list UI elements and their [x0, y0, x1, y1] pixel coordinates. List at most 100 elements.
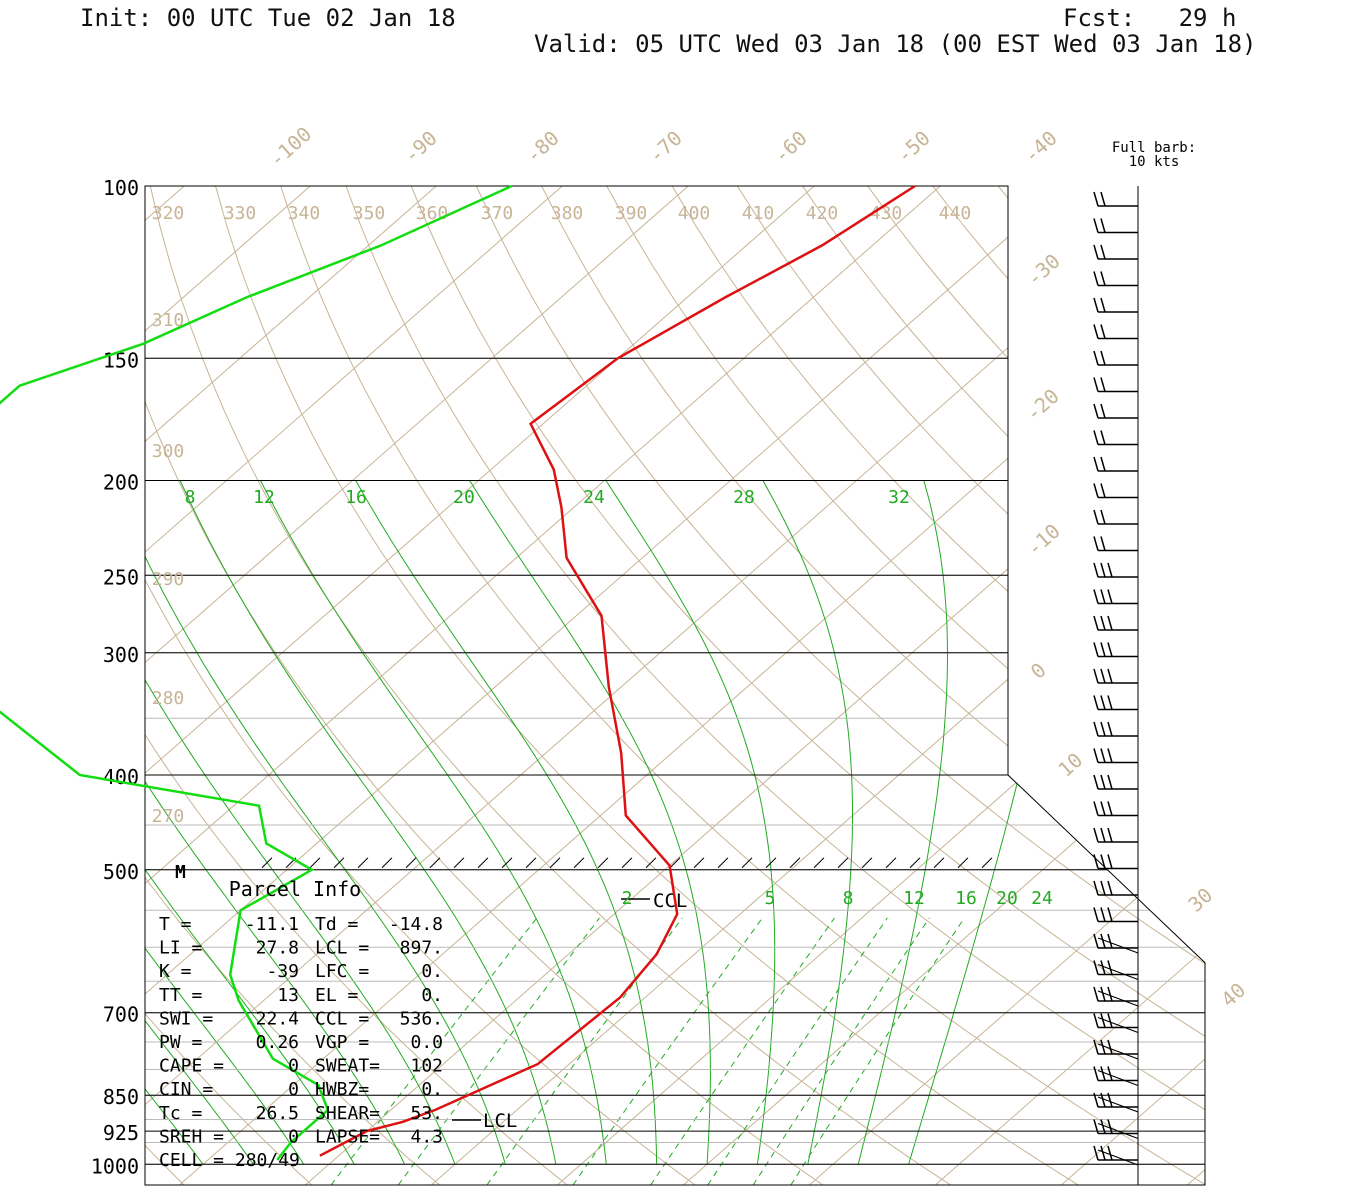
- wind-barb-feather: [1100, 244, 1106, 260]
- parcel-left-label: Tc =: [159, 1103, 203, 1124]
- parcel-right-label: CCL =: [315, 1008, 369, 1029]
- dry-adiabat-line: [541, 186, 1205, 1185]
- mixing-ratio-label: 5: [765, 888, 776, 909]
- freezing-hatch: [309, 857, 321, 869]
- wind-barb-feather: [1100, 430, 1106, 445]
- wind-barb-feather: [1093, 244, 1099, 260]
- wind-barb-feather: [1093, 297, 1099, 313]
- wind-barb-feather: [1100, 377, 1106, 392]
- isotherm-label: 40: [1216, 978, 1250, 1012]
- parcel-left-value: -11.1: [245, 914, 299, 935]
- mixing-ratio-label: 16: [955, 888, 977, 909]
- dry-adiabat-line: [736, 186, 1205, 1185]
- wind-barb-feather: [1107, 960, 1113, 975]
- wind-barb-feather: [1093, 1066, 1099, 1081]
- pressure-tick-label: 200: [103, 470, 139, 494]
- freezing-hatch: [573, 857, 585, 869]
- parcel-right-label: LCL =: [315, 938, 369, 959]
- wind-barb-feather: [1107, 1039, 1113, 1055]
- parcel-info-title: Parcel Info: [229, 877, 361, 901]
- wind-barb-feather: [1093, 695, 1099, 710]
- wind-barb: [1097, 1043, 1139, 1060]
- parcel-right-value: 4.3: [410, 1126, 443, 1147]
- freezing-hatch: [885, 857, 897, 869]
- wind-barb-feather: [1100, 960, 1106, 975]
- wind-barb: [1097, 1149, 1139, 1166]
- freezing-hatch: [741, 857, 753, 869]
- isotherm-label: -70: [644, 126, 687, 168]
- dry-adiabat-line: [145, 186, 440, 1185]
- wind-barb-feather: [1093, 933, 1099, 949]
- wind-barb-feather: [1100, 827, 1106, 843]
- wind-barb-feather: [1100, 721, 1106, 737]
- mixing-ratio-label: 16: [345, 487, 367, 508]
- parcel-left-label: T =: [159, 914, 192, 935]
- isotherm-line: [305, 186, 1205, 1185]
- parcel-right-value: 0.: [421, 1079, 443, 1100]
- wind-barb-feather: [1107, 562, 1113, 578]
- freezing-hatch: [813, 857, 825, 869]
- moist-adiabat-line: [857, 480, 949, 1165]
- wind-barb-feather: [1107, 721, 1113, 737]
- wind-barb: [1097, 1069, 1139, 1087]
- wind-barb-feather: [1100, 324, 1106, 339]
- mixing-ratio-line: [650, 917, 835, 1185]
- isotherm-line: [145, 186, 941, 1185]
- wind-barb-feather: [1100, 271, 1106, 286]
- wind-barb-feather: [1107, 827, 1113, 843]
- wind-barb-feather: [1107, 1013, 1113, 1028]
- isotherm-label: 30: [1183, 883, 1217, 917]
- ccl-label: CCL: [653, 890, 687, 912]
- dry-adiabat-line: [475, 186, 1205, 1185]
- mixing-ratio-label: 12: [903, 888, 925, 909]
- theta-label: 320: [152, 203, 185, 224]
- wind-barb-feather: [1100, 1066, 1106, 1081]
- pressure-tick-label: 250: [103, 565, 139, 589]
- theta-label: 350: [353, 203, 386, 224]
- parcel-left-label: SREH =: [159, 1126, 224, 1147]
- parcel-left-label: CIN =: [159, 1079, 213, 1100]
- wind-barb-feather: [1100, 695, 1106, 710]
- dry-adiabat-line: [671, 186, 1205, 1185]
- wind-barb-feather: [1107, 615, 1113, 631]
- mixing-ratio-label: 24: [1031, 888, 1053, 909]
- wind-barb-feather: [1093, 801, 1099, 816]
- theta-label: 410: [742, 203, 775, 224]
- dry-adiabat-line: [932, 186, 1205, 1185]
- moist-adiabat-line: [145, 480, 305, 1165]
- pressure-tick-label: 300: [103, 643, 139, 667]
- barb-legend-label: Full barb:: [1112, 140, 1196, 156]
- wind-barb-feather: [1107, 1145, 1113, 1161]
- wind-barb-feather: [1100, 1119, 1106, 1134]
- theta-label: 420: [806, 203, 839, 224]
- wind-barb-feather: [1093, 774, 1099, 790]
- isotherm-line: [145, 186, 815, 1185]
- isotherm-label: 0: [1026, 658, 1051, 684]
- freezing-hatch: [933, 857, 945, 869]
- parcel-right-label: EL =: [315, 985, 359, 1006]
- dry-adiabat-line: [145, 186, 568, 1185]
- parcel-left-label: SWI =: [159, 1008, 213, 1029]
- wind-barb-feather: [1107, 1092, 1113, 1108]
- wind-barb-feather: [1093, 430, 1099, 445]
- isotherm-line: [145, 186, 563, 1185]
- dry-adiabat-line: [280, 186, 1205, 1185]
- wind-barb-feather: [1107, 1066, 1113, 1081]
- freezing-hatch: [333, 857, 345, 869]
- moist-adiabat-line: [908, 480, 1066, 1165]
- theta-label: 300: [152, 441, 185, 462]
- freezing-hatch: [381, 857, 393, 869]
- wind-barb-feather: [1100, 536, 1106, 551]
- wind-barb-feather: [1093, 854, 1099, 869]
- mixing-ratio-line: [572, 917, 763, 1185]
- dry-adiabat-line: [410, 186, 1205, 1185]
- wind-barb-feather: [1093, 907, 1099, 922]
- freezing-hatch: [669, 857, 681, 869]
- theta-label: 310: [152, 310, 185, 331]
- isotherm-label: -10: [1022, 519, 1065, 561]
- mixing-ratio-line: [707, 917, 888, 1185]
- moist-adiabat-line: [145, 480, 254, 1165]
- wind-barb: [1097, 937, 1139, 954]
- parcel-left-label: CELL = 280/49: [159, 1150, 300, 1171]
